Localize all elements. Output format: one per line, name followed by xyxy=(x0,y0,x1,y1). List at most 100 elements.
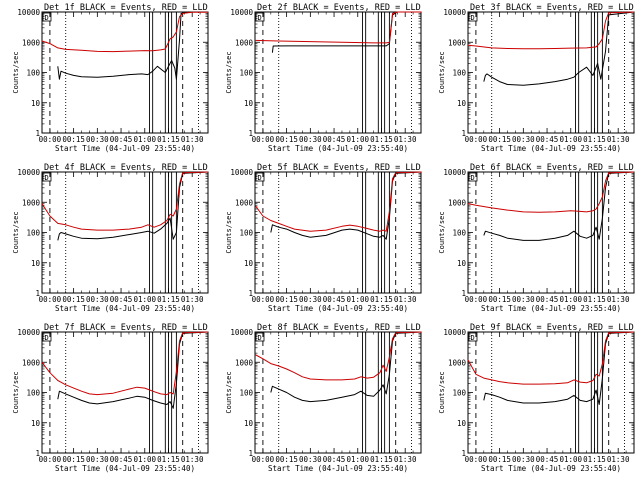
x-axis-label: Start Time (04-Jul-09 23:55:40) xyxy=(55,144,195,153)
x-tick-label: 01:30 xyxy=(181,295,204,304)
legend-box-label: D xyxy=(45,334,49,342)
chart-title: Det 5f BLACK = Events, RED = LLD xyxy=(257,163,421,173)
x-axis-label: Start Time (04-Jul-09 23:55:40) xyxy=(481,464,621,473)
x-tick-label: 00:15 xyxy=(275,135,298,144)
legend-box-label: D xyxy=(471,174,475,182)
x-tick-label: 00:15 xyxy=(488,295,511,304)
y-tick-label: 1 xyxy=(35,289,40,298)
y-axis-label: Counts/sec xyxy=(438,211,446,253)
x-tick-label: 01:15 xyxy=(157,455,180,464)
chart-title: Det 8f BLACK = Events, RED = LLD xyxy=(257,323,421,333)
x-tick-label: 00:30 xyxy=(299,135,322,144)
x-tick-label: 00:30 xyxy=(512,295,535,304)
y-tick-label: 100 xyxy=(26,389,40,398)
x-tick-label: 00:00 xyxy=(39,455,62,464)
x-tick-label: 01:15 xyxy=(370,455,393,464)
x-tick-label: 00:30 xyxy=(512,135,535,144)
x-tick-label: 01:30 xyxy=(181,455,204,464)
series-line-events xyxy=(57,171,209,241)
y-axis-label: Counts/sec xyxy=(12,51,20,93)
legend-box xyxy=(255,12,265,22)
x-tick-label: 01:15 xyxy=(157,295,180,304)
series-line-events xyxy=(483,171,635,241)
legend-box xyxy=(468,12,478,22)
chart-title: Det 6f BLACK = Events, RED = LLD xyxy=(470,163,634,173)
chart-title: Det 2f BLACK = Events, RED = LLD xyxy=(257,3,421,13)
y-tick-label: 1000 xyxy=(448,198,467,207)
legend-box xyxy=(255,172,265,182)
y-tick-label: 1 xyxy=(461,129,466,138)
y-tick-label: 10 xyxy=(244,419,254,428)
x-axis-label: Start Time (04-Jul-09 23:55:40) xyxy=(55,304,195,313)
legend-box-label: D xyxy=(45,14,49,22)
y-tick-label: 100 xyxy=(452,69,466,78)
x-tick-label: 00:30 xyxy=(86,295,109,304)
y-tick-label: 10000 xyxy=(230,8,253,17)
x-tick-label: 01:30 xyxy=(394,455,417,464)
x-tick-label: 00:45 xyxy=(323,295,346,304)
chart-title: Det 4f BLACK = Events, RED = LLD xyxy=(44,163,208,173)
x-tick-label: 00:15 xyxy=(62,295,85,304)
x-tick-label: 01:30 xyxy=(394,295,417,304)
y-tick-label: 10 xyxy=(457,259,467,268)
y-tick-label: 10 xyxy=(31,259,41,268)
x-tick-label: 00:00 xyxy=(39,295,62,304)
y-tick-label: 10 xyxy=(244,99,254,108)
y-tick-label: 100 xyxy=(239,389,253,398)
y-axis-label: Counts/sec xyxy=(225,211,233,253)
x-tick-label: 00:15 xyxy=(275,295,298,304)
y-tick-label: 10000 xyxy=(17,168,40,177)
x-tick-label: 00:00 xyxy=(252,135,275,144)
x-tick-label: 01:30 xyxy=(607,295,630,304)
chart-title: Det 9f BLACK = Events, RED = LLD xyxy=(470,323,634,333)
y-tick-label: 1000 xyxy=(22,38,41,47)
y-tick-label: 10000 xyxy=(443,8,466,17)
y-tick-label: 100 xyxy=(452,229,466,238)
y-tick-label: 1000 xyxy=(235,198,254,207)
series-line-lld xyxy=(41,331,209,396)
series-line-lld xyxy=(254,171,422,232)
chart-title: Det 1f BLACK = Events, RED = LLD xyxy=(44,3,208,13)
x-tick-label: 00:45 xyxy=(536,295,559,304)
y-tick-label: 1 xyxy=(461,289,466,298)
x-tick-label: 00:00 xyxy=(465,455,488,464)
y-axis-label: Counts/sec xyxy=(438,371,446,413)
x-tick-label: 00:15 xyxy=(488,455,511,464)
y-tick-label: 1 xyxy=(248,449,253,458)
series-line-lld xyxy=(254,11,421,44)
y-axis-label: Counts/sec xyxy=(12,371,20,413)
series-line-events xyxy=(483,331,635,405)
x-tick-label: 00:45 xyxy=(323,135,346,144)
series-line-lld xyxy=(41,171,209,231)
x-tick-label: 00:00 xyxy=(252,455,275,464)
y-tick-label: 10000 xyxy=(230,328,253,337)
series-line-events xyxy=(271,11,421,53)
y-tick-label: 1000 xyxy=(235,38,254,47)
y-tick-label: 10 xyxy=(457,419,467,428)
x-tick-label: 00:30 xyxy=(86,455,109,464)
x-tick-label: 01:15 xyxy=(583,455,606,464)
legend-box xyxy=(42,172,52,182)
y-tick-label: 1 xyxy=(35,449,40,458)
x-tick-label: 01:15 xyxy=(583,295,606,304)
series-line-events xyxy=(57,11,208,80)
x-tick-label: 00:15 xyxy=(488,135,511,144)
series-line-events xyxy=(483,11,635,86)
y-tick-label: 1000 xyxy=(22,198,41,207)
y-tick-label: 10000 xyxy=(17,328,40,337)
legend-box-label: D xyxy=(471,334,475,342)
y-tick-label: 10 xyxy=(244,259,254,268)
y-tick-label: 100 xyxy=(452,389,466,398)
y-tick-label: 100 xyxy=(239,229,253,238)
y-tick-label: 1000 xyxy=(448,38,467,47)
series-line-events xyxy=(57,331,209,409)
series-line-lld xyxy=(467,171,635,213)
x-tick-label: 01:00 xyxy=(559,455,582,464)
legend-box xyxy=(42,12,52,22)
